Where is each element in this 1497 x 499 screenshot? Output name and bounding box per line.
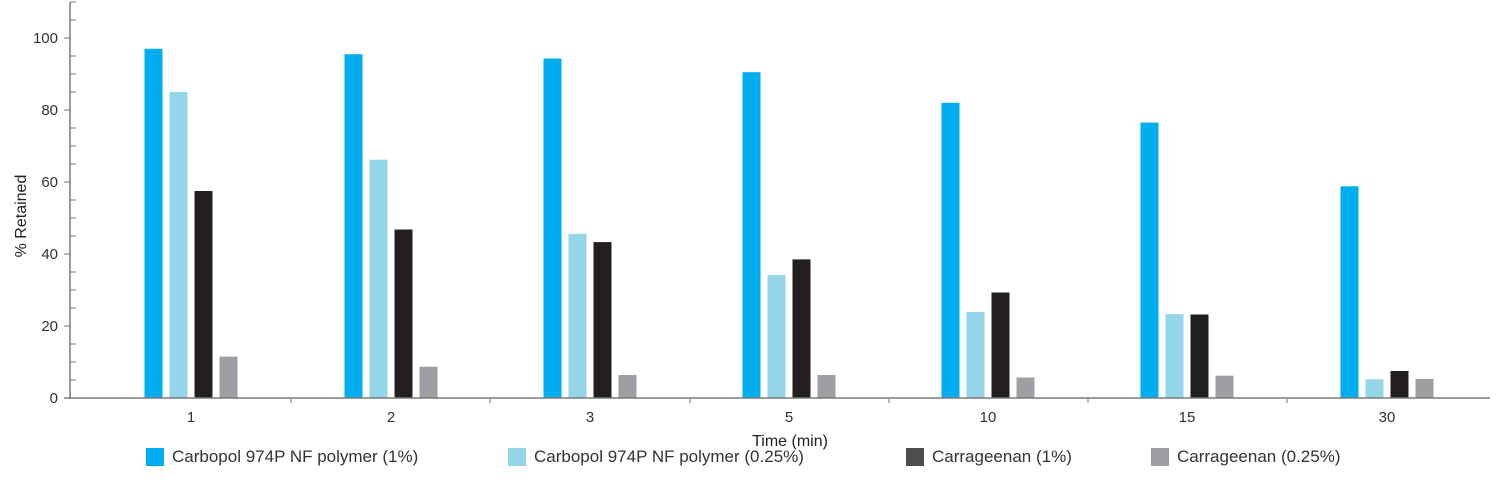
legend-item-carbopol-025: Carbopol 974P NF polymer (0.25%) <box>508 444 804 470</box>
y-tick-label: 40 <box>41 246 58 263</box>
bars-layer <box>144 48 1434 399</box>
bar-1-x2 <box>344 54 363 398</box>
legend-label-carrageenan-1: Carrageenan (1%) <box>932 447 1072 466</box>
legend-label-carbopol-025: Carbopol 974P NF polymer (0.25%) <box>534 447 804 466</box>
legend-item-carrageenan-1: Carrageenan (1%) <box>906 444 1072 470</box>
x-tick-label: 30 <box>1379 409 1396 426</box>
bar-3-x15 <box>1190 314 1209 398</box>
y-tick-label: 20 <box>41 318 58 335</box>
bar-4-x3 <box>618 375 637 398</box>
x-axis-title: Time (min) <box>752 433 828 450</box>
chart-legend: Carbopol 974P NF polymer (1%) Carbopol 9… <box>0 444 1497 474</box>
bar-4-x15 <box>1215 375 1234 398</box>
bar-2-x30 <box>1365 379 1384 398</box>
bar-3-x2 <box>394 229 413 398</box>
bar-2-x3 <box>568 233 587 398</box>
legend-swatch-carbopol-1 <box>146 448 164 466</box>
legend-item-carbopol-1: Carbopol 974P NF polymer (1%) <box>146 444 418 470</box>
legend-swatch-carrageenan-025 <box>1151 448 1169 466</box>
bar-3-x30 <box>1390 371 1409 398</box>
bar-4-x1 <box>219 356 238 398</box>
legend-label-carrageenan-025: Carrageenan (0.25%) <box>1177 447 1341 466</box>
bar-1-x3 <box>543 58 562 398</box>
y-tick-label: 60 <box>41 174 58 191</box>
y-tick-label: 80 <box>41 102 58 119</box>
x-tick-label: 5 <box>785 409 793 426</box>
bar-2-x5 <box>767 274 786 398</box>
bar-1-x5 <box>742 72 761 398</box>
bar-1-x30 <box>1340 186 1359 398</box>
labels-layer: 0 20 40 60 80 100 1 2 3 5 10 15 30 <box>33 30 1395 426</box>
legend-label-carbopol-1: Carbopol 974P NF polymer (1%) <box>172 447 419 466</box>
bar-4-x10 <box>1016 377 1035 398</box>
x-tick-label: 1 <box>187 409 195 426</box>
y-axis-title: % Retained <box>13 175 30 258</box>
legend-item-carrageenan-025: Carrageenan (0.25%) <box>1151 444 1340 470</box>
axes-layer <box>64 1 1490 403</box>
x-tick-label: 15 <box>1179 409 1196 426</box>
bar-4-x30 <box>1415 378 1434 398</box>
y-tick-label: 100 <box>33 30 58 47</box>
bar-1-x10 <box>941 102 960 399</box>
bar-3-x3 <box>593 242 612 398</box>
bar-3-x1 <box>194 191 213 398</box>
bar-3-x10 <box>991 292 1010 398</box>
bar-2-x2 <box>369 159 388 398</box>
bar-4-x5 <box>817 375 836 398</box>
bar-4-x2 <box>419 366 438 398</box>
legend-swatch-carbopol-025 <box>508 448 526 466</box>
y-tick-label: 0 <box>50 390 58 407</box>
legend-swatch-carrageenan-1 <box>906 448 924 466</box>
bar-2-x1 <box>169 92 188 398</box>
x-tick-label: 10 <box>980 409 997 426</box>
bar-2-x10 <box>966 312 985 398</box>
bar-1-x15 <box>1140 122 1159 398</box>
bar-3-x5 <box>792 259 811 398</box>
bar-1-x1 <box>144 48 163 399</box>
x-tick-label: 2 <box>387 409 395 426</box>
bar-2-x15 <box>1165 314 1184 398</box>
x-tick-label: 3 <box>586 409 594 426</box>
